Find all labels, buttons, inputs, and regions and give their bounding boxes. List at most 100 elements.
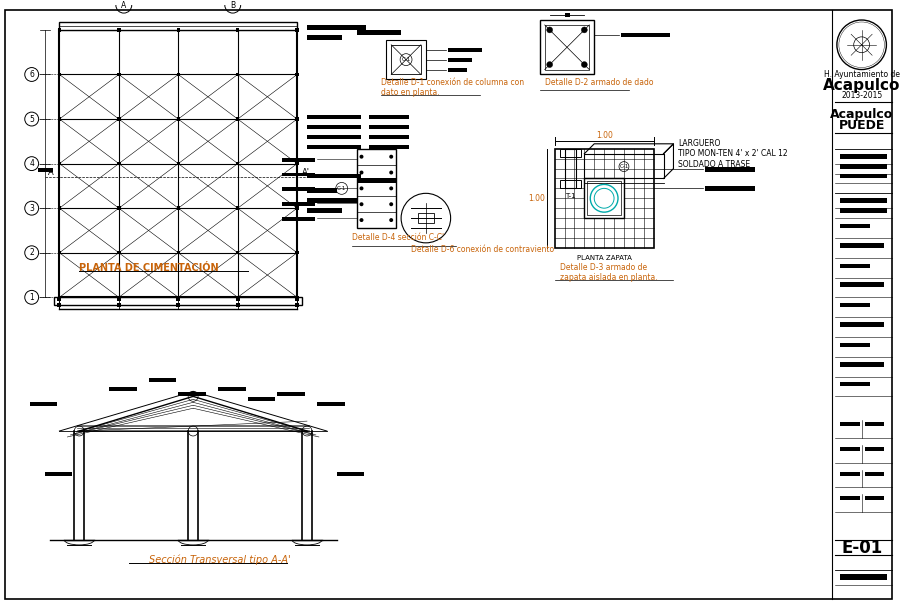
Bar <box>307 188 337 194</box>
Bar <box>864 447 884 451</box>
Circle shape <box>360 202 363 206</box>
Bar <box>307 35 342 40</box>
Bar <box>307 198 357 203</box>
Bar <box>295 251 299 255</box>
Bar <box>54 297 302 306</box>
Bar <box>236 117 239 121</box>
Bar <box>545 25 589 70</box>
Circle shape <box>853 37 870 53</box>
Bar <box>540 20 594 74</box>
Bar <box>295 73 299 76</box>
Bar <box>60 22 297 30</box>
Bar <box>560 180 582 188</box>
Text: 1: 1 <box>29 293 34 302</box>
Circle shape <box>546 62 553 68</box>
Bar <box>584 178 624 218</box>
Bar <box>117 73 120 76</box>
Bar <box>370 115 409 119</box>
Bar <box>58 73 62 76</box>
Bar <box>448 57 472 62</box>
Text: 1.00: 1.00 <box>596 131 612 140</box>
Bar <box>178 393 206 396</box>
Circle shape <box>546 27 553 33</box>
Text: A: A <box>47 168 53 177</box>
Bar <box>337 472 364 476</box>
Text: E-01: E-01 <box>841 539 882 557</box>
Bar <box>109 387 137 391</box>
Bar <box>177 297 180 301</box>
Bar <box>236 162 239 165</box>
Bar <box>370 125 409 129</box>
Bar <box>283 188 315 191</box>
Bar <box>705 166 755 172</box>
Bar <box>149 378 177 382</box>
Text: Detalle D-3 armado de
zapata aislada en planta.: Detalle D-3 armado de zapata aislada en … <box>560 263 657 283</box>
Text: Detalle D-6 conexión de contraviento: Detalle D-6 conexión de contraviento <box>411 245 554 254</box>
Bar <box>307 25 366 30</box>
Bar <box>58 117 62 121</box>
Bar <box>247 397 275 401</box>
Bar <box>58 28 62 31</box>
Bar <box>58 162 62 165</box>
Bar <box>177 251 180 255</box>
Circle shape <box>390 186 393 191</box>
Bar <box>177 73 180 76</box>
Circle shape <box>390 218 393 222</box>
Bar <box>864 472 884 476</box>
Bar <box>840 208 887 213</box>
Text: C-1: C-1 <box>401 57 410 62</box>
Bar <box>621 33 670 37</box>
Text: C-1: C-1 <box>620 164 629 169</box>
Bar <box>58 206 62 210</box>
Bar <box>58 251 62 255</box>
Circle shape <box>390 202 393 206</box>
Bar <box>448 48 482 51</box>
Bar <box>554 149 653 248</box>
Bar <box>177 206 180 210</box>
Text: Detalle D-4 sección C-C': Detalle D-4 sección C-C' <box>352 234 444 243</box>
Bar <box>840 496 860 500</box>
Bar <box>38 168 53 172</box>
Bar <box>117 28 120 31</box>
Text: C-1: C-1 <box>337 186 346 191</box>
Bar <box>864 496 884 500</box>
Bar <box>307 145 361 149</box>
Bar <box>840 264 870 267</box>
Bar <box>60 30 297 297</box>
Text: Sección Transversal tipo A-A': Sección Transversal tipo A-A' <box>149 555 290 565</box>
Bar <box>840 224 870 228</box>
Bar <box>117 297 120 301</box>
Text: Detalle D-2 armado de dado: Detalle D-2 armado de dado <box>545 78 653 87</box>
Bar <box>705 186 755 191</box>
Bar <box>58 296 62 299</box>
Bar <box>177 303 180 307</box>
Bar <box>840 174 887 178</box>
Bar <box>418 213 434 223</box>
Bar <box>307 208 342 213</box>
Bar <box>117 251 120 255</box>
Bar <box>283 172 315 177</box>
Bar <box>840 574 887 580</box>
Circle shape <box>360 218 363 222</box>
Bar <box>307 115 361 119</box>
Bar <box>840 283 884 287</box>
Bar <box>840 472 860 476</box>
Bar <box>236 297 240 301</box>
Bar <box>317 402 344 407</box>
Bar <box>117 296 120 299</box>
Circle shape <box>582 62 587 68</box>
Text: 2: 2 <box>29 248 34 257</box>
Circle shape <box>390 171 393 174</box>
Bar <box>840 382 870 387</box>
Bar <box>840 447 860 451</box>
Text: PUEDE: PUEDE <box>838 119 885 132</box>
Bar <box>295 297 299 301</box>
Bar <box>560 149 582 157</box>
Bar <box>236 296 239 299</box>
Bar <box>840 343 870 347</box>
Bar <box>840 422 860 426</box>
Circle shape <box>360 186 363 191</box>
Bar <box>840 163 887 169</box>
Bar <box>295 162 299 165</box>
Text: T-1: T-1 <box>565 194 576 199</box>
